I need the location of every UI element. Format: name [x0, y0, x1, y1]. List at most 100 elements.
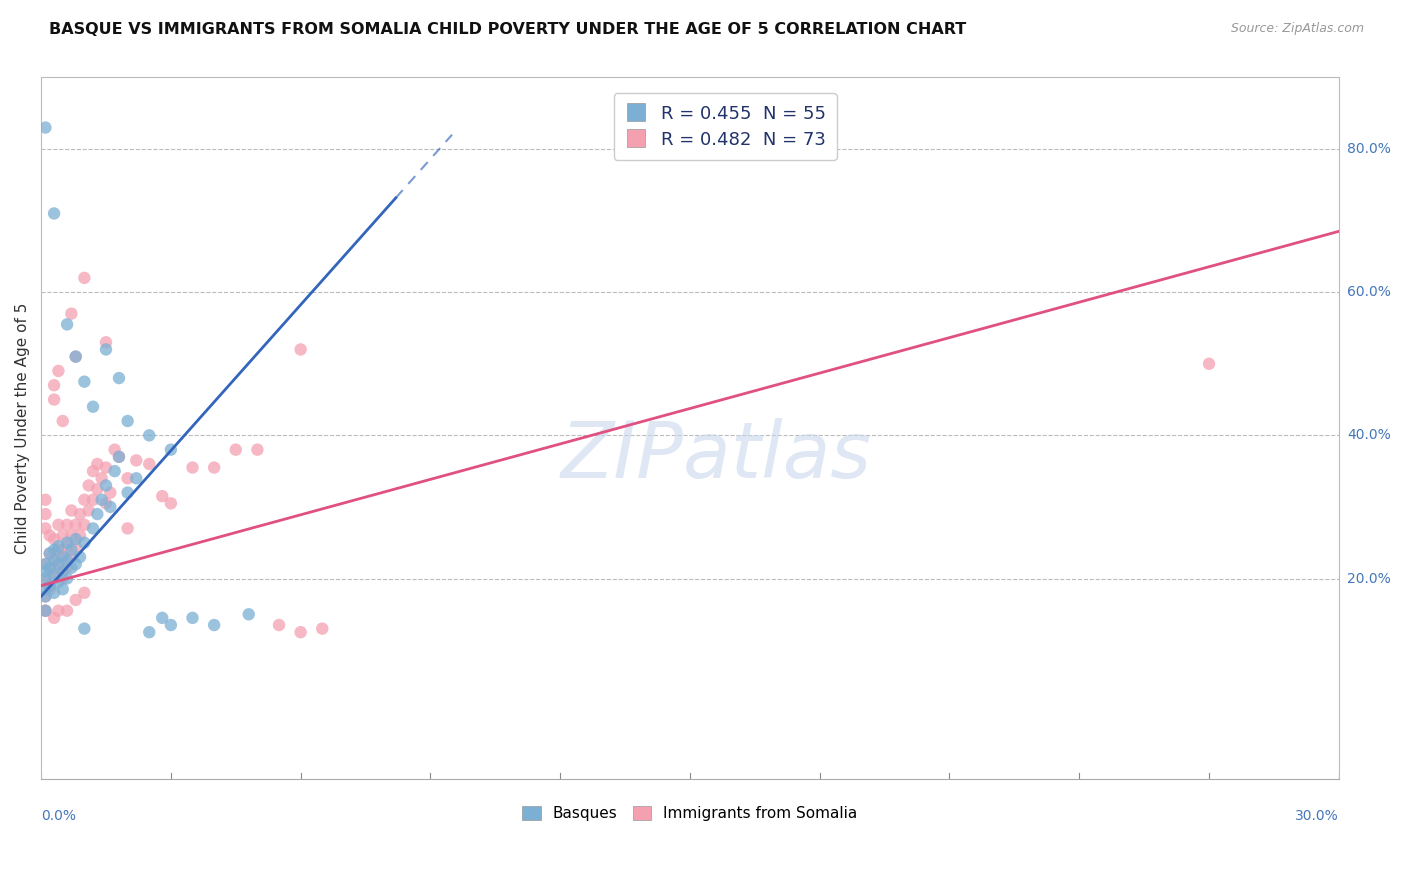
Point — [82, 464, 104, 478]
Point — [42, 378, 65, 392]
Point — [117, 414, 139, 428]
Point — [181, 611, 204, 625]
Point — [52, 572, 75, 586]
Point — [34, 604, 56, 618]
Point — [56, 535, 79, 549]
Point — [69, 549, 91, 564]
Point — [238, 607, 260, 622]
Point — [98, 485, 121, 500]
Point — [48, 604, 70, 618]
Text: 40.0%: 40.0% — [1347, 428, 1391, 442]
Point — [52, 528, 75, 542]
Text: 0.0%: 0.0% — [41, 809, 76, 823]
Point — [34, 582, 56, 597]
Point — [48, 364, 70, 378]
Point — [267, 618, 290, 632]
Text: 80.0%: 80.0% — [1347, 142, 1391, 156]
Point — [69, 507, 91, 521]
Point — [160, 496, 183, 510]
Point — [202, 460, 225, 475]
Point — [60, 307, 83, 321]
Point — [65, 517, 87, 532]
Point — [65, 593, 87, 607]
Point — [56, 604, 79, 618]
Point — [94, 460, 117, 475]
Point — [65, 539, 87, 553]
Point — [48, 575, 70, 590]
Point — [60, 542, 83, 557]
Point — [34, 572, 56, 586]
Point — [34, 120, 56, 135]
Point — [48, 557, 70, 571]
Point — [73, 517, 96, 532]
Point — [90, 492, 112, 507]
Point — [104, 442, 127, 457]
Legend: R = 0.455  N = 55, R = 0.482  N = 73: R = 0.455 N = 55, R = 0.482 N = 73 — [614, 94, 837, 160]
Point — [56, 517, 79, 532]
Point — [60, 561, 83, 575]
Point — [73, 271, 96, 285]
Point — [98, 500, 121, 514]
Point — [56, 572, 79, 586]
Point — [52, 582, 75, 597]
Point — [138, 457, 160, 471]
Text: BASQUE VS IMMIGRANTS FROM SOMALIA CHILD POVERTY UNDER THE AGE OF 5 CORRELATION C: BASQUE VS IMMIGRANTS FROM SOMALIA CHILD … — [49, 22, 966, 37]
Point — [38, 528, 60, 542]
Point — [73, 492, 96, 507]
Point — [108, 371, 131, 385]
Point — [42, 553, 65, 567]
Point — [34, 590, 56, 604]
Point — [77, 503, 100, 517]
Y-axis label: Child Poverty Under the Age of 5: Child Poverty Under the Age of 5 — [15, 302, 30, 554]
Point — [160, 618, 183, 632]
Point — [108, 450, 131, 464]
Point — [34, 521, 56, 535]
Point — [160, 442, 183, 457]
Point — [138, 428, 160, 442]
Point — [42, 572, 65, 586]
Point — [108, 450, 131, 464]
Text: Source: ZipAtlas.com: Source: ZipAtlas.com — [1230, 22, 1364, 36]
Point — [60, 503, 83, 517]
Point — [34, 492, 56, 507]
Point — [138, 625, 160, 640]
Point — [34, 507, 56, 521]
Point — [56, 539, 79, 553]
Point — [73, 586, 96, 600]
Point — [94, 496, 117, 510]
Point — [94, 478, 117, 492]
Point — [69, 528, 91, 542]
Point — [38, 582, 60, 597]
Point — [150, 611, 173, 625]
Point — [117, 471, 139, 485]
Point — [48, 542, 70, 557]
Point — [38, 546, 60, 560]
Point — [94, 343, 117, 357]
Point — [73, 535, 96, 549]
Point — [202, 618, 225, 632]
Point — [34, 565, 56, 579]
Point — [65, 350, 87, 364]
Point — [86, 457, 108, 471]
Point — [34, 557, 56, 571]
Point — [311, 622, 333, 636]
Point — [86, 482, 108, 496]
Point — [125, 453, 148, 467]
Point — [117, 485, 139, 500]
Point — [56, 561, 79, 575]
Point — [65, 532, 87, 546]
Point — [38, 565, 60, 579]
Point — [34, 604, 56, 618]
Point — [42, 553, 65, 567]
Point — [82, 492, 104, 507]
Point — [34, 590, 56, 604]
Point — [34, 604, 56, 618]
Point — [290, 343, 312, 357]
Text: 60.0%: 60.0% — [1347, 285, 1391, 299]
Point — [52, 565, 75, 579]
Point — [125, 471, 148, 485]
Point — [77, 478, 100, 492]
Point — [52, 414, 75, 428]
Point — [82, 521, 104, 535]
Point — [90, 471, 112, 485]
